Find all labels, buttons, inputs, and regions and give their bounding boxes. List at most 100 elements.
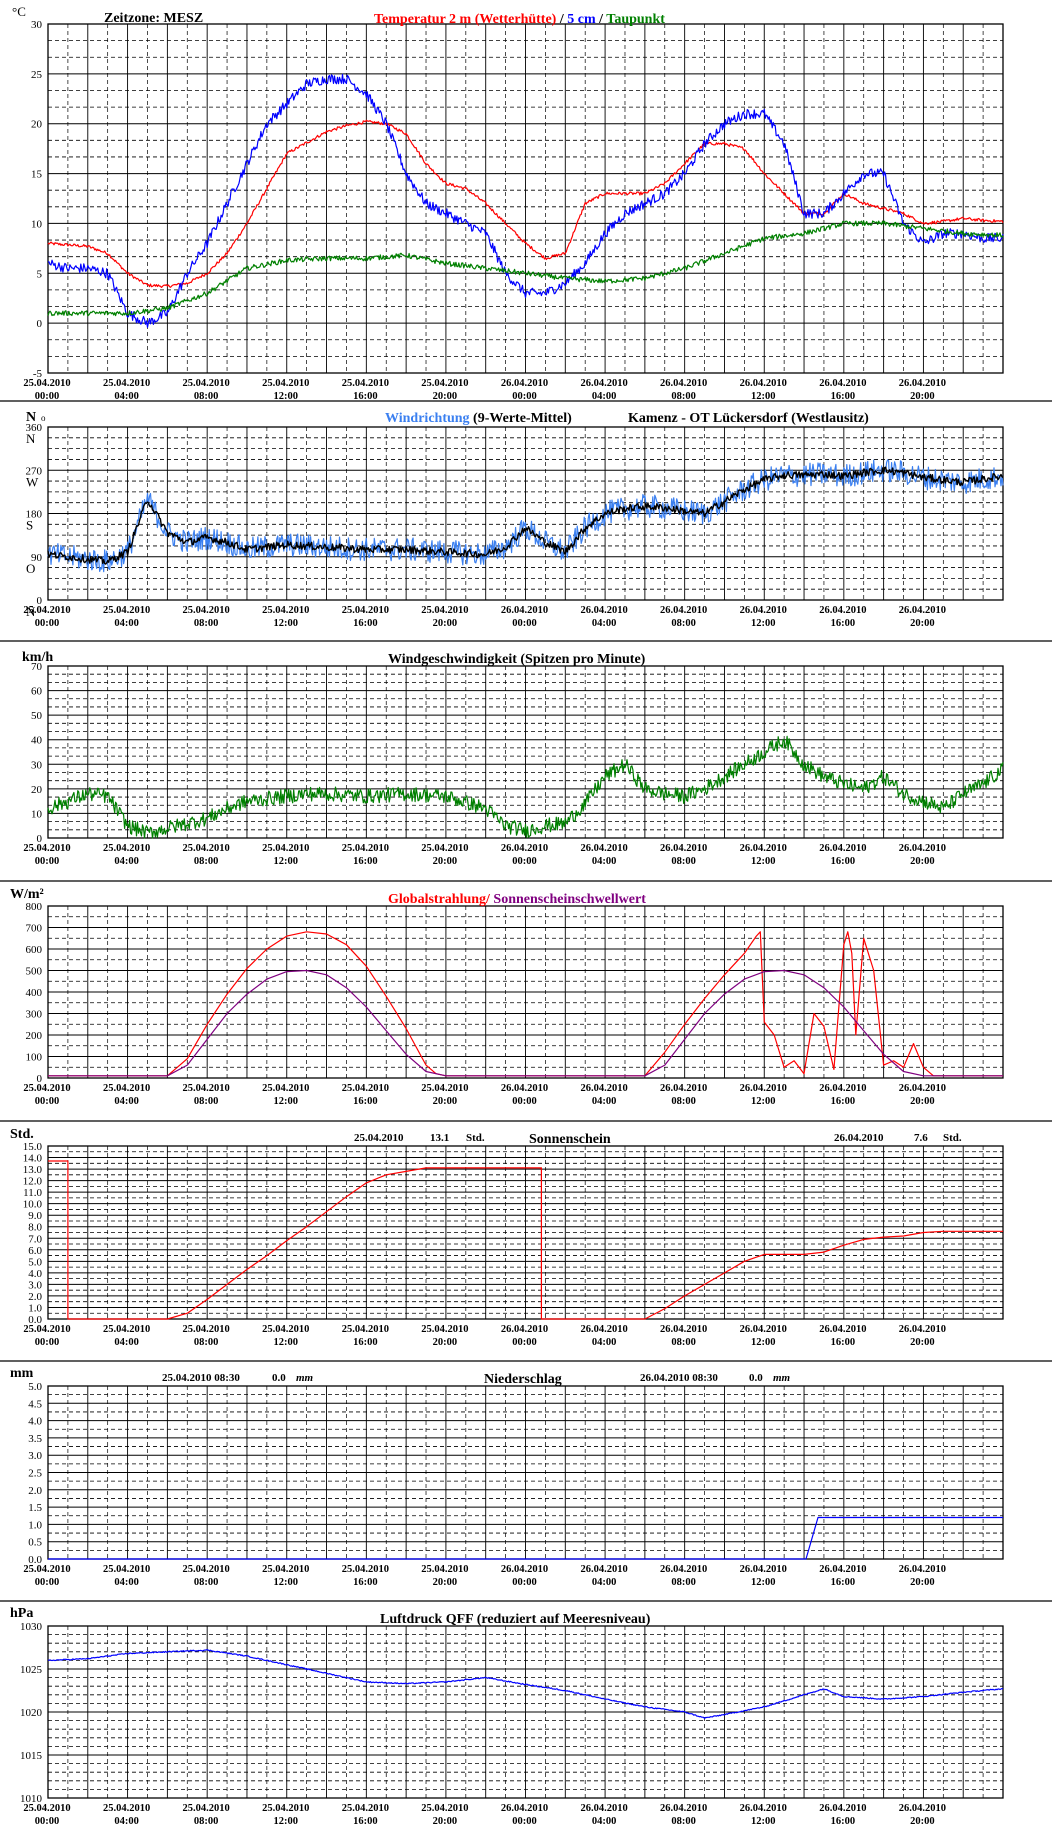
x-tick-time: 12:00 [751, 1337, 776, 1348]
x-tick-date: 25.04.2010 [23, 378, 70, 389]
wind-direction-x-ticks: 25.04.2010 00:00 25.04.2010 04:00 25.04.2010… [23, 605, 946, 629]
pressure-series [48, 1649, 1004, 1720]
compass-labels: N W S O N [26, 431, 39, 619]
station-name: Kamenz - OT Lückersdorf (Westlausitz) [628, 411, 869, 426]
sunshine-day1-value: 13.1 [430, 1132, 449, 1144]
x-tick-time: 04:00 [592, 1577, 617, 1588]
x-tick-time: 16:00 [353, 856, 378, 867]
y-tick-label: 1010 [20, 1793, 43, 1805]
x-tick-date: 26.04.2010 [740, 843, 787, 854]
y-tick-label: 100 [26, 1052, 43, 1064]
precipitation-panel: 5.0 4.5 4.0 3.5 3.0 2.5 2.0 1.5 1.0 0.5 0.0 25.04.… [10, 1366, 1004, 1588]
x-tick-time: 08:00 [671, 618, 696, 629]
x-tick-date: 26.04.2010 [660, 378, 707, 389]
x-tick-time: 12:00 [751, 618, 776, 629]
x-tick-date: 26.04.2010 [740, 1083, 787, 1094]
temperature-title: Temperatur 2 m (Wetterhütte) / 5 cm / Ta… [374, 12, 665, 27]
x-tick-date: 25.04.2010 [262, 1564, 309, 1575]
x-tick-date: 25.04.2010 [262, 605, 309, 616]
x-tick-time: 20:00 [433, 1096, 458, 1107]
x-tick-date: 26.04.2010 [660, 1564, 707, 1575]
x-tick-date: 25.04.2010 [103, 605, 150, 616]
series-line-9-werte-mittel [47, 466, 1004, 565]
x-tick-date: 25.04.2010 [103, 1564, 150, 1575]
x-tick-time: 12:00 [274, 1577, 299, 1588]
y-tick-label: 10.0 [23, 1199, 43, 1211]
y-tick-label: 90 [31, 552, 43, 564]
y-tick-label: 5.0 [28, 1256, 42, 1268]
title-5cm: 5 cm [567, 12, 596, 27]
x-tick-time: 00:00 [35, 391, 60, 402]
x-tick-time: 08:00 [194, 856, 219, 867]
x-tick-time: 16:00 [831, 1816, 856, 1827]
x-tick-date: 25.04.2010 [183, 605, 230, 616]
x-tick-time: 16:00 [353, 618, 378, 629]
wind-speed-unit: km/h [22, 650, 53, 665]
x-tick-time: 16:00 [831, 1096, 856, 1107]
radiation-title: Globalstrahlung/ Sonnenscheinschwellwert [388, 892, 646, 907]
x-tick-date: 25.04.2010 [183, 1083, 230, 1094]
x-tick-date: 26.04.2010 [580, 1324, 627, 1335]
title-t2m: Temperatur 2 m (Wetterhütte) [374, 12, 557, 27]
x-tick-time: 00:00 [35, 618, 60, 629]
series-line-sonnenscheinschwellwert [48, 969, 1003, 1077]
x-tick-date: 25.04.2010 [183, 1803, 230, 1814]
x-tick-time: 16:00 [353, 1816, 378, 1827]
plot-frame [47, 1145, 1004, 1320]
y-tick-label: 3.0 [28, 1450, 42, 1462]
series-line-5-cm [47, 73, 1004, 328]
panel-separators [0, 400, 1052, 1602]
wind-speed-y-ticks: 70 60 50 40 30 20 10 0 [31, 661, 43, 845]
wind-direction-y-ticks: 360 270 180 90 0 [26, 422, 43, 607]
pressure-unit: hPa [10, 1606, 33, 1621]
series-line-niederschlag [48, 1516, 1003, 1560]
x-tick-date: 25.04.2010 [183, 1324, 230, 1335]
x-tick-time: 04:00 [114, 1096, 139, 1107]
x-tick-time: 16:00 [353, 1577, 378, 1588]
y-tick-label: 0 [37, 833, 43, 845]
y-tick-label: 7.0 [28, 1233, 42, 1245]
x-tick-time: 04:00 [114, 856, 139, 867]
x-tick-date: 26.04.2010 [580, 605, 627, 616]
series-line-windgeschwindigkeit [47, 735, 1004, 839]
x-tick-date: 26.04.2010 [501, 843, 548, 854]
x-tick-time: 04:00 [592, 1816, 617, 1827]
series-line-windrichtung [47, 459, 1004, 573]
x-tick-date: 26.04.2010 [819, 1083, 866, 1094]
x-tick-time: 00:00 [35, 856, 60, 867]
x-tick-date: 25.04.2010 [262, 378, 309, 389]
x-tick-time: 08:00 [671, 1337, 696, 1348]
x-tick-date: 25.04.2010 [262, 1803, 309, 1814]
x-tick-date: 26.04.2010 [740, 605, 787, 616]
precipitation-grid [47, 1385, 1004, 1560]
series-line-taupunkt [47, 220, 1004, 317]
y-tick-label: 3.0 [28, 1279, 42, 1291]
plot-frame [47, 905, 1004, 1079]
x-tick-time: 08:00 [671, 391, 696, 402]
temperature-series [47, 73, 1004, 328]
x-tick-date: 25.04.2010 [421, 605, 468, 616]
x-tick-time: 04:00 [114, 1577, 139, 1588]
x-tick-time: 20:00 [910, 856, 935, 867]
x-tick-date: 25.04.2010 [183, 378, 230, 389]
y-tick-label: 4.5 [28, 1398, 42, 1410]
x-tick-date: 26.04.2010 [819, 843, 866, 854]
y-tick-label: 11.0 [23, 1187, 42, 1199]
temperature-unit: °C [12, 4, 26, 19]
x-tick-date: 26.04.2010 [740, 1324, 787, 1335]
x-tick-date: 25.04.2010 [342, 1564, 389, 1575]
x-tick-time: 12:00 [751, 1577, 776, 1588]
x-tick-date: 26.04.2010 [580, 1564, 627, 1575]
y-tick-label: 0 [37, 318, 43, 330]
x-tick-date: 26.04.2010 [501, 378, 548, 389]
temperature-y-ticks: 30 25 20 15 10 5 0 -5 [31, 19, 43, 380]
x-tick-time: 04:00 [592, 1337, 617, 1348]
y-tick-label: 3.5 [28, 1433, 42, 1445]
x-tick-date: 25.04.2010 [23, 843, 70, 854]
y-tick-label: 50 [31, 710, 43, 722]
y-tick-label: 5.0 [28, 1381, 42, 1393]
sunshine-x-ticks: 25.04.2010 00:00 25.04.2010 04:00 25.04.2010… [23, 1324, 946, 1348]
